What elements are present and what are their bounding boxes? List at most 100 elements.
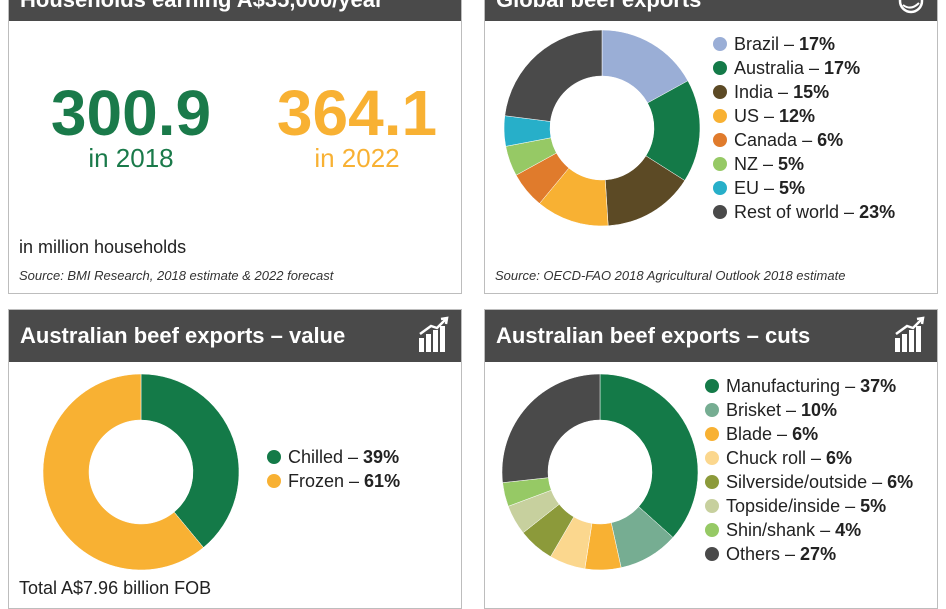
legend-label: Australia: [734, 57, 805, 78]
legend-dash: –: [784, 33, 795, 54]
global-exports-panel: Global beef exports Brazil–17%Australia–…: [484, 0, 938, 294]
legend-swatch: [705, 547, 719, 561]
legend-item-canada: Canada –6%: [713, 128, 895, 152]
legend-item-blade: Blade –6%: [705, 422, 913, 446]
cuts-title: Australian beef exports – cuts: [496, 323, 811, 348]
label-2022: in 2022: [314, 143, 400, 173]
legend-value: 10%: [801, 399, 838, 420]
global-source: Source: OECD-FAO 2018 Agricultural Outlo…: [495, 268, 846, 283]
legend-dash: –: [844, 201, 855, 222]
legend-dash: –: [777, 423, 788, 444]
legend-label: Brisket: [726, 399, 782, 420]
bar-chart-icon: [893, 316, 925, 359]
legend-value: 12%: [779, 105, 816, 126]
legend-item-manufacturing: Manufacturing –37%: [705, 374, 913, 398]
legend-value: 61%: [364, 470, 401, 491]
bar-chart-icon: [417, 316, 449, 359]
legend-label: Brazil: [734, 33, 780, 54]
legend-value: 6%: [887, 471, 914, 492]
households-title: Households earning A$35,000/year: [20, 0, 384, 13]
legend-item-others: Others –27%: [705, 542, 913, 566]
legend-value: 5%: [779, 177, 806, 198]
legend-swatch: [713, 85, 727, 99]
value-note: Total A$7.96 billion FOB: [19, 578, 212, 598]
legend-value: 37%: [860, 375, 897, 396]
households-note: in million households: [19, 237, 187, 257]
legend-value: 17%: [799, 33, 836, 54]
legend-label: Others: [726, 543, 781, 564]
legend-label: Chilled: [288, 446, 344, 467]
legend-swatch: [713, 157, 727, 171]
legend-item-silverside-outside: Silverside/outside –6%: [705, 470, 913, 494]
slice-manufacturing: [599, 373, 699, 538]
slice-rest-of-world: [504, 29, 603, 122]
legend-swatch: [713, 205, 727, 219]
legend-label: Shin/shank: [726, 519, 816, 540]
legend-dash: –: [763, 153, 774, 174]
slice-chilled: [140, 373, 240, 548]
legend-item-frozen: Frozen –61%: [267, 469, 400, 493]
legend-item-shin-shank: Shin/shank –4%: [705, 518, 913, 542]
legend-label: Topside/inside: [726, 495, 841, 516]
households-header: Households earning A$35,000/year: [9, 0, 461, 21]
legend-dash: –: [764, 105, 775, 126]
legend-swatch: [713, 133, 727, 147]
slice-others: [501, 373, 601, 483]
legend-swatch: [713, 109, 727, 123]
legend-swatch: [267, 474, 281, 488]
legend-swatch: [705, 523, 719, 537]
legend-swatch: [713, 37, 727, 51]
legend-value: 5%: [778, 153, 805, 174]
legend-dash: –: [811, 447, 822, 468]
global-exports-donut: [503, 29, 701, 227]
legend-item-rest-of-world: Rest of world –23%: [713, 200, 895, 224]
slice-frozen: [42, 373, 204, 571]
legend-item-chuck-roll: Chuck roll –6%: [705, 446, 913, 470]
legend-value: 6%: [792, 423, 819, 444]
legend-value: 4%: [835, 519, 862, 540]
legend-swatch: [713, 181, 727, 195]
legend-dash: –: [764, 177, 775, 198]
legend-dash: –: [785, 543, 796, 564]
legend-label: Chuck roll: [726, 447, 807, 468]
legend-value: 6%: [817, 129, 844, 150]
cuts-exports-panel: Australian beef exports – cuts Manufactu…: [484, 309, 938, 609]
legend-label: US: [734, 105, 760, 126]
value-exports-panel: Australian beef exports – value Chilled –…: [8, 309, 462, 609]
legend-label: EU: [734, 177, 760, 198]
legend-label: Frozen: [288, 470, 345, 491]
legend-swatch: [705, 427, 719, 441]
legend-label: Rest of world: [734, 201, 840, 222]
value-title: Australian beef exports – value: [20, 323, 346, 348]
legend-label: Silverside/outside: [726, 471, 868, 492]
legend-swatch: [705, 379, 719, 393]
global-header: Global beef exports: [485, 0, 937, 21]
cuts-exports-donut: [501, 373, 699, 571]
legend-item-brazil: Brazil –17%: [713, 32, 895, 56]
cuts-exports-legend: Manufacturing –37% Brisket –10% Blade –6% Chuc…: [705, 374, 913, 566]
legend-dash: –: [348, 446, 359, 467]
legend-swatch: [705, 499, 719, 513]
legend-value: 17%: [824, 57, 861, 78]
legend-item-eu: EU –5%: [713, 176, 895, 200]
global-exports-legend: Brazil –17% Australia –17% India –15% US –12% Ca…: [713, 32, 895, 224]
households-panel: Households earning A$35,000/year 300.9 i…: [8, 0, 462, 294]
label-2018: in 2018: [88, 143, 174, 173]
legend-label: Manufacturing: [726, 375, 841, 396]
legend-item-brisket: Brisket –10%: [705, 398, 913, 422]
legend-value: 15%: [793, 81, 830, 102]
legend-dash: –: [845, 375, 856, 396]
legend-swatch: [713, 61, 727, 75]
legend-value: 23%: [859, 201, 896, 222]
legend-label: Canada: [734, 129, 798, 150]
legend-swatch: [267, 450, 281, 464]
legend-label: NZ: [734, 153, 758, 174]
globe-icon: [897, 0, 925, 20]
value-exports-donut: [42, 373, 240, 571]
value-2022: 364.1: [276, 77, 438, 149]
legend-item-us: US –12%: [713, 104, 895, 128]
legend-dash: –: [786, 399, 797, 420]
legend-item-nz: NZ –5%: [713, 152, 895, 176]
households-source: Source: BMI Research, 2018 estimate & 20…: [19, 268, 334, 283]
legend-dash: –: [778, 81, 789, 102]
